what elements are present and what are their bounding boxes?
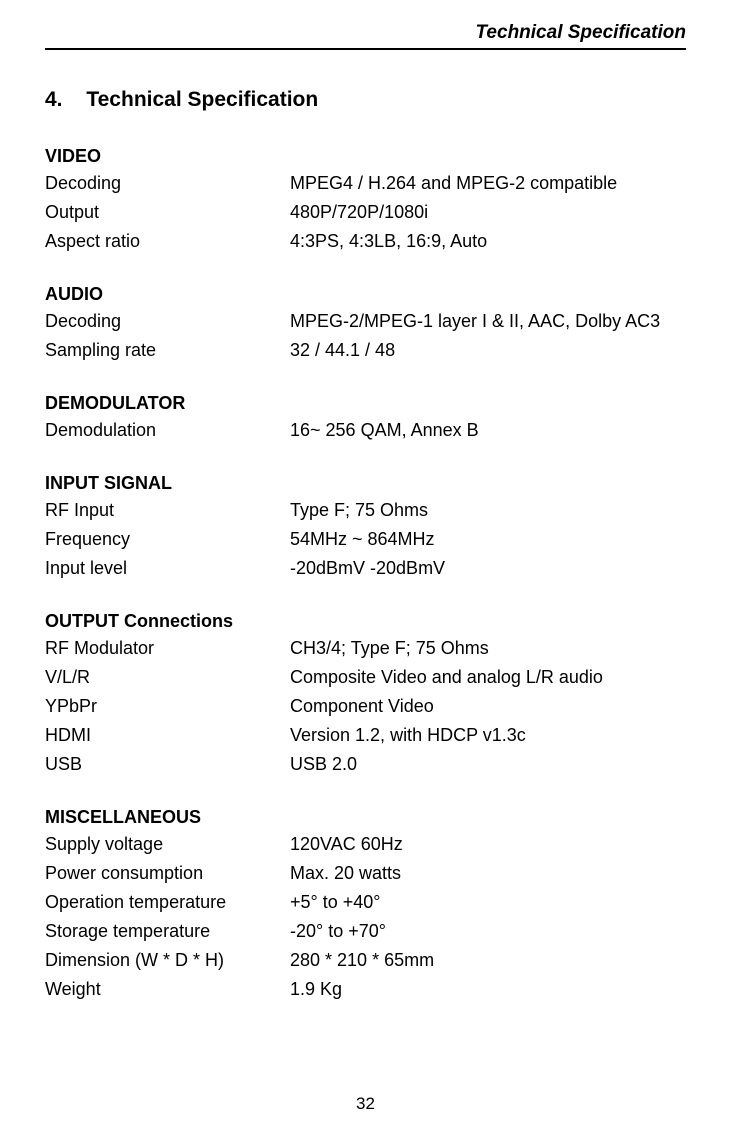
spec-label: Input level <box>45 554 290 583</box>
spec-row: Dimension (W * D * H) 280 * 210 * 65mm <box>45 946 686 975</box>
page-number: 32 <box>0 1094 731 1114</box>
spec-value: Composite Video and analog L/R audio <box>290 663 686 692</box>
spec-row: Weight 1.9 Kg <box>45 975 686 1004</box>
spec-value: -20° to +70° <box>290 917 686 946</box>
spec-row: HDMI Version 1.2, with HDCP v1.3c <box>45 721 686 750</box>
spec-value: 16~ 256 QAM, Annex B <box>290 416 686 445</box>
spec-value: Component Video <box>290 692 686 721</box>
audio-heading: AUDIO <box>45 284 686 305</box>
spec-label: USB <box>45 750 290 779</box>
spec-value: MPEG4 / H.264 and MPEG-2 compatible <box>290 169 686 198</box>
spec-row: Sampling rate 32 / 44.1 / 48 <box>45 336 686 365</box>
spec-row: Storage temperature -20° to +70° <box>45 917 686 946</box>
spec-label: Frequency <box>45 525 290 554</box>
spec-row: Decoding MPEG-2/MPEG-1 layer I & II, AAC… <box>45 307 686 336</box>
spec-label: HDMI <box>45 721 290 750</box>
spec-value: 32 / 44.1 / 48 <box>290 336 686 365</box>
spec-row: Operation temperature +5° to +40° <box>45 888 686 917</box>
spec-label: YPbPr <box>45 692 290 721</box>
input-signal-heading: INPUT SIGNAL <box>45 473 686 494</box>
spec-label: Aspect ratio <box>45 227 290 256</box>
spec-label: Operation temperature <box>45 888 290 917</box>
spec-value: -20dBmV -20dBmV <box>290 554 686 583</box>
spec-label: Output <box>45 198 290 227</box>
spec-label: Demodulation <box>45 416 290 445</box>
spec-row: Frequency 54MHz ~ 864MHz <box>45 525 686 554</box>
demodulator-heading: DEMODULATOR <box>45 393 686 414</box>
spec-value: +5° to +40° <box>290 888 686 917</box>
spec-value: Version 1.2, with HDCP v1.3c <box>290 721 686 750</box>
spec-value: 1.9 Kg <box>290 975 686 1004</box>
spec-row: Decoding MPEG4 / H.264 and MPEG-2 compat… <box>45 169 686 198</box>
spec-label: Sampling rate <box>45 336 290 365</box>
spec-value: CH3/4; Type F; 75 Ohms <box>290 634 686 663</box>
spec-value: 280 * 210 * 65mm <box>290 946 686 975</box>
misc-heading: MISCELLANEOUS <box>45 807 686 828</box>
spec-value: 480P/720P/1080i <box>290 198 686 227</box>
spec-value: 54MHz ~ 864MHz <box>290 525 686 554</box>
spec-label: Dimension (W * D * H) <box>45 946 290 975</box>
video-heading: VIDEO <box>45 146 686 167</box>
spec-value: MPEG-2/MPEG-1 layer I & II, AAC, Dolby A… <box>290 307 686 336</box>
running-title: Technical Specification <box>476 22 686 43</box>
spec-value: USB 2.0 <box>290 750 686 779</box>
spec-value: 4:3PS, 4:3LB, 16:9, Auto <box>290 227 686 256</box>
spec-label: Supply voltage <box>45 830 290 859</box>
spec-label: Decoding <box>45 169 290 198</box>
section-text: Technical Specification <box>86 88 318 111</box>
spec-label: Storage temperature <box>45 917 290 946</box>
spec-row: Aspect ratio 4:3PS, 4:3LB, 16:9, Auto <box>45 227 686 256</box>
spec-row: RF Input Type F; 75 Ohms <box>45 496 686 525</box>
spec-label: Decoding <box>45 307 290 336</box>
spec-row: Supply voltage 120VAC 60Hz <box>45 830 686 859</box>
spec-label: RF Input <box>45 496 290 525</box>
spec-label: Weight <box>45 975 290 1004</box>
spec-row: USB USB 2.0 <box>45 750 686 779</box>
page-header: Technical Specification <box>45 0 686 50</box>
spec-row: Demodulation 16~ 256 QAM, Annex B <box>45 416 686 445</box>
spec-label: RF Modulator <box>45 634 290 663</box>
output-heading: OUTPUT Connections <box>45 611 686 632</box>
spec-row: V/L/R Composite Video and analog L/R aud… <box>45 663 686 692</box>
spec-value: Type F; 75 Ohms <box>290 496 686 525</box>
spec-label: Power consumption <box>45 859 290 888</box>
spec-label: V/L/R <box>45 663 290 692</box>
section-title: 4. Technical Specification <box>45 88 686 112</box>
spec-row: Power consumption Max. 20 watts <box>45 859 686 888</box>
spec-value: 120VAC 60Hz <box>290 830 686 859</box>
spec-row: YPbPr Component Video <box>45 692 686 721</box>
spec-row: Output 480P/720P/1080i <box>45 198 686 227</box>
section-number: 4. <box>45 88 63 112</box>
spec-row: RF Modulator CH3/4; Type F; 75 Ohms <box>45 634 686 663</box>
spec-value: Max. 20 watts <box>290 859 686 888</box>
spec-row: Input level -20dBmV -20dBmV <box>45 554 686 583</box>
